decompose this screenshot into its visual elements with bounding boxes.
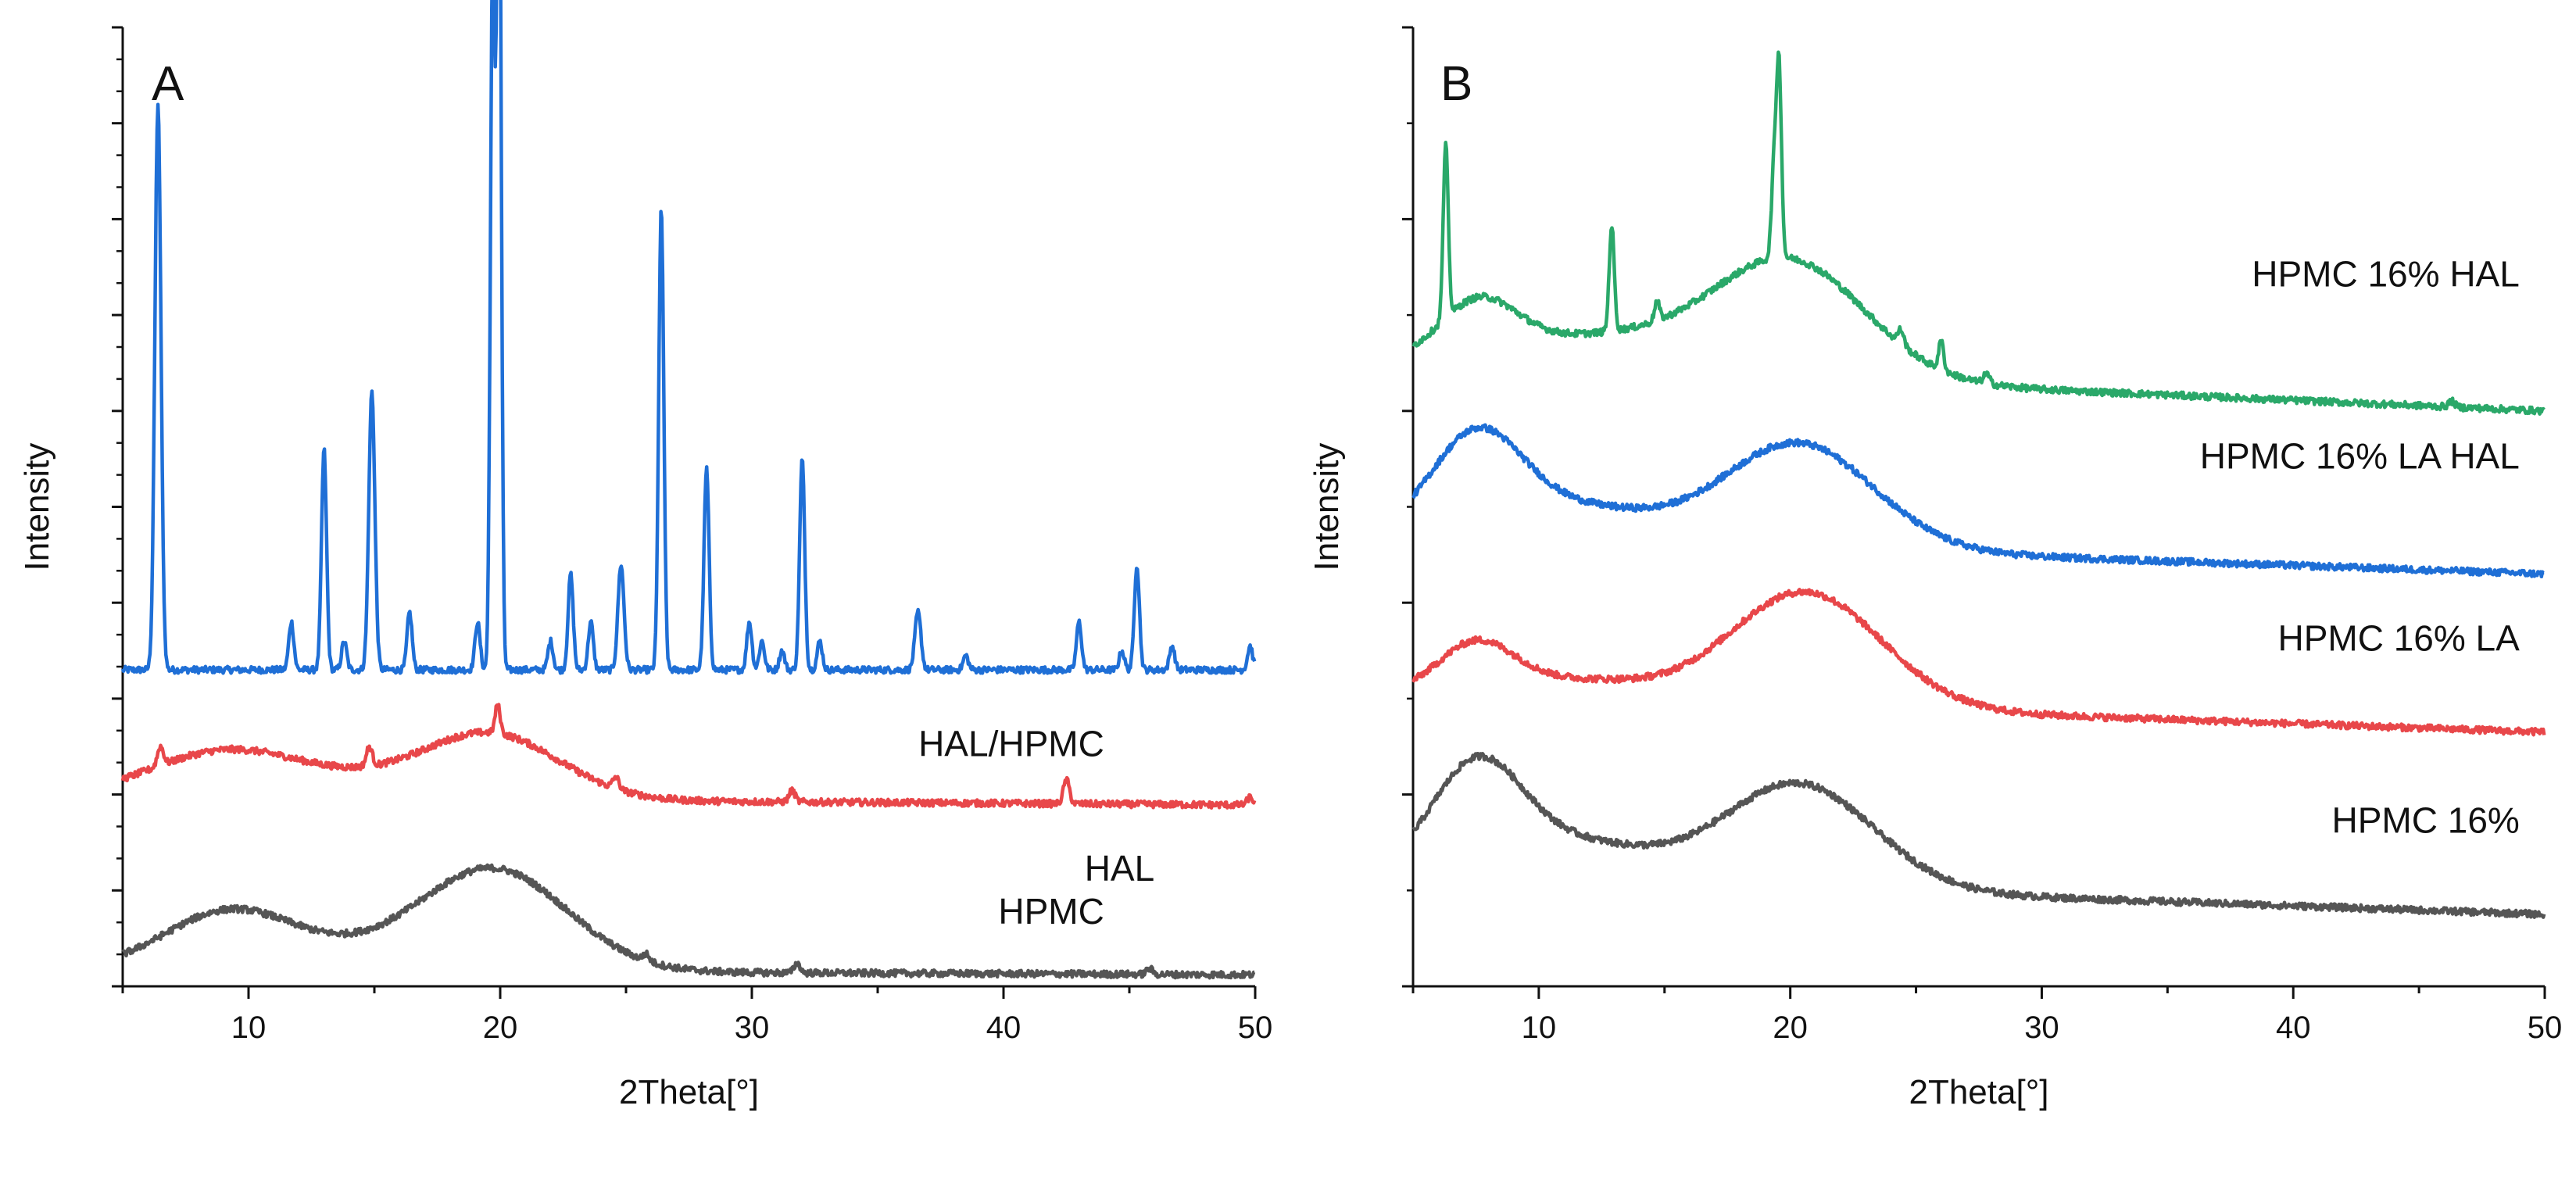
y-axis-title: Intensity	[1308, 443, 1346, 571]
series-line-hal	[120, 0, 1257, 675]
x-axis-title: 2Theta[°]	[1909, 1073, 2048, 1111]
series-label: HPMC 16% LA	[2277, 618, 2520, 659]
series-label: HPMC 16%	[2332, 800, 2520, 841]
series-label: HPMC 16% HAL	[2252, 253, 2520, 294]
series-label: HAL	[1085, 848, 1154, 889]
x-tick-label: 10	[231, 1011, 267, 1045]
series-label: HPMC 16% LA HAL	[2200, 435, 2520, 476]
x-tick-label: 10	[1522, 1011, 1557, 1045]
x-tick-label: 50	[1238, 1011, 1273, 1045]
panel-label: A	[152, 57, 184, 111]
x-tick-label: 20	[1773, 1011, 1808, 1045]
x-axis-title: 2Theta[°]	[619, 1073, 759, 1111]
panel-b: 10 20 30 40 50 2Theta[°] Intensity B HPMC 16% HA…	[1308, 26, 2563, 1111]
y-axis-title: Intensity	[18, 443, 56, 571]
x-tick-label: 20	[483, 1011, 518, 1045]
x-tick-label: 30	[2024, 1011, 2059, 1045]
panel-a: 10 20 30 40 50 2Theta[°] Intensity A HAL HAL/HPMC…	[18, 0, 1272, 1111]
series-line-hpmc-16-la-hal	[1411, 423, 2546, 579]
series-label: HAL/HPMC	[918, 724, 1104, 764]
x-tick-label: 40	[2276, 1011, 2311, 1045]
x-tick-label: 30	[735, 1011, 770, 1045]
series-line-hpmc	[121, 863, 1256, 980]
series-line-hpmc-16-hal	[1411, 50, 2546, 416]
series-line-hpmc-16-	[1411, 752, 2546, 919]
x-tick-label: 50	[2528, 1011, 2563, 1045]
panel-label: B	[1440, 57, 1472, 111]
x-tick-label: 40	[986, 1011, 1021, 1045]
series-label: HPMC	[998, 891, 1104, 932]
series-line-hal-hpmc	[120, 703, 1257, 810]
series-line-hpmc-16-la	[1411, 588, 2546, 737]
